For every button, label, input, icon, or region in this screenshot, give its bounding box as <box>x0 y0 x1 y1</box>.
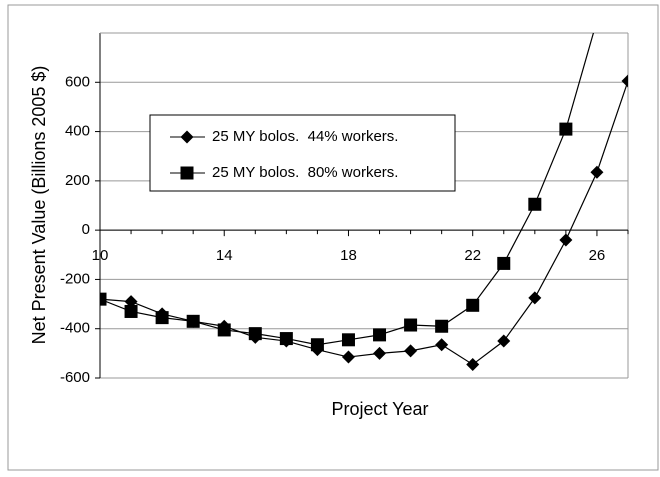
y-tick-label: -600 <box>60 369 90 386</box>
diamond-marker <box>497 334 511 348</box>
square-marker <box>310 338 324 352</box>
square-marker <box>186 314 200 328</box>
diamond-marker <box>124 295 138 309</box>
square-marker <box>124 304 138 318</box>
diamond-marker <box>528 291 542 305</box>
square-marker <box>180 166 194 180</box>
square-marker <box>466 298 480 312</box>
x-axis-label: Project Year <box>331 399 428 419</box>
square-marker <box>373 328 387 342</box>
y-tick-label: 600 <box>65 73 90 90</box>
x-tick-label: 22 <box>464 247 481 264</box>
x-tick-label: 14 <box>216 247 233 264</box>
y-tick-label: -200 <box>60 270 90 287</box>
square-marker <box>100 292 107 306</box>
diamond-marker <box>373 346 387 360</box>
diamond-marker <box>341 350 355 364</box>
diamond-marker <box>590 165 604 179</box>
legend-label: 25 MY bolos. 80% workers. <box>212 164 398 181</box>
square-marker <box>497 256 511 270</box>
legend-box <box>149 114 456 192</box>
y-tick-label: 400 <box>65 123 90 140</box>
x-tick-label: 18 <box>340 247 357 264</box>
diamond-marker <box>559 233 573 247</box>
legend-label: 25 MY bolos. 44% workers. <box>212 128 398 145</box>
diamond-marker <box>404 344 418 358</box>
y-axis-label: Net Present Value (Billions 2005 $) <box>29 66 49 345</box>
x-tick-label: 26 <box>589 247 606 264</box>
square-marker <box>217 323 231 337</box>
square-marker <box>341 333 355 347</box>
y-tick-label: 200 <box>65 172 90 189</box>
y-tick-label: 0 <box>82 221 90 238</box>
square-marker <box>528 197 542 211</box>
diamond-marker <box>621 74 628 88</box>
y-tick-label: -400 <box>60 320 90 337</box>
square-marker <box>559 122 573 136</box>
square-marker <box>248 327 262 341</box>
diamond-marker <box>466 357 480 371</box>
square-marker <box>279 332 293 346</box>
square-marker <box>435 319 449 333</box>
diamond-marker <box>180 130 194 144</box>
x-tick-label: 10 <box>92 247 109 264</box>
square-marker <box>155 311 169 325</box>
series-group <box>100 33 628 371</box>
square-marker <box>404 318 418 332</box>
diamond-marker <box>435 338 449 352</box>
